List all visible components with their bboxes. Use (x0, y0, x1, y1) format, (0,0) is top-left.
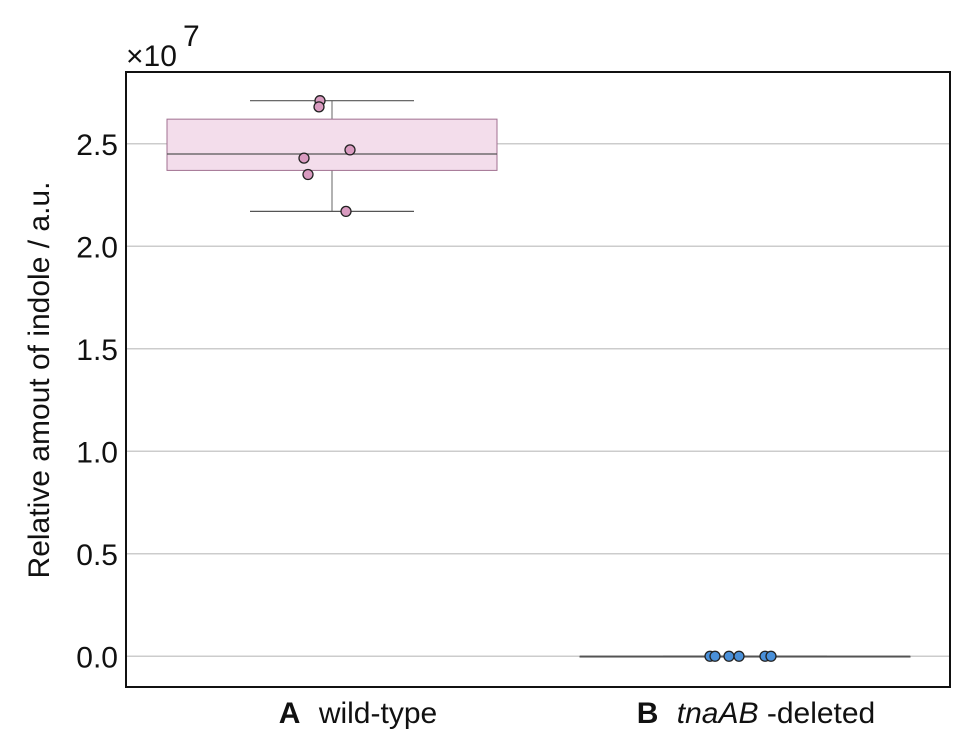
y-tick-label: 0.5 (76, 539, 118, 572)
category-name-b-italic: tnaAB (677, 697, 759, 730)
category-name-a: wild-type (318, 697, 437, 730)
data-point (298, 152, 310, 164)
y-tick-label: 2.0 (76, 231, 118, 264)
data-point (723, 650, 735, 662)
data-point (302, 168, 314, 181)
box (166, 118, 498, 171)
boxes (166, 100, 911, 658)
y-tick-label: 1.0 (76, 436, 118, 469)
x-tick-label-b: B tnaAB -deleted (637, 697, 876, 730)
y-tick-label: 1.5 (76, 334, 118, 367)
y-multiplier-exponent: 7 (183, 20, 200, 53)
x-tick-label-a: A wild-type (279, 697, 437, 730)
box-group (579, 655, 911, 658)
data-point (709, 650, 721, 662)
data-point (344, 144, 356, 156)
y-multiplier-label: ×10 (126, 40, 177, 73)
category-name-b-rest: -deleted (767, 697, 875, 730)
data-points (298, 95, 777, 662)
y-axis-label: Relative amout of indole / a.u. (23, 182, 56, 579)
y-tick-labels: 0.0 0.5 1.0 1.5 2.0 2.5 (76, 129, 118, 675)
category-letter-b: B (637, 697, 659, 730)
box-group (166, 100, 498, 212)
y-tick-label: 2.5 (76, 129, 118, 162)
data-point (313, 101, 325, 113)
data-point (765, 650, 777, 662)
category-letter-a: A (279, 697, 301, 730)
data-point (340, 205, 352, 218)
y-tick-label: 0.0 (76, 641, 118, 674)
gridlines (126, 143, 950, 657)
plot-frame (125, 71, 951, 688)
data-point (733, 650, 745, 662)
